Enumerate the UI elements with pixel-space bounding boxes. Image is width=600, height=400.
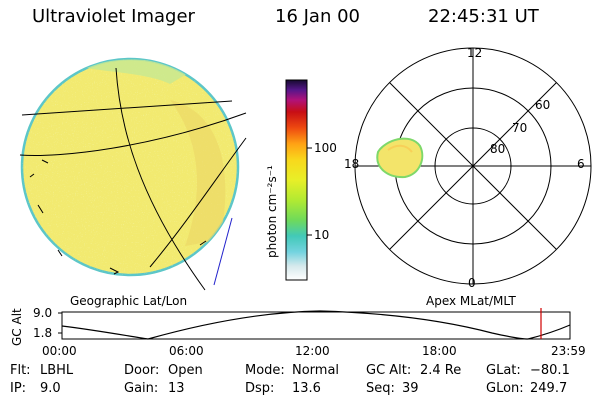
dsp-value: 13.6 — [292, 381, 321, 396]
alt-xtick-1200: 12:00 — [295, 344, 330, 358]
colorbar-unit-label: photon cm⁻²s⁻¹ — [265, 165, 279, 258]
dsp-label: Dsp: — [245, 381, 275, 396]
alt-ytick-1-8: 1.8 — [33, 326, 53, 340]
colorbar-tick-100: 100 — [314, 141, 337, 155]
alt-xtick-0000: 00:00 — [42, 344, 77, 358]
mode-label: Mode: — [245, 363, 285, 378]
polar-caption: Apex MLat/MLT — [426, 294, 516, 308]
image-time: 22:45:31 UT — [428, 6, 539, 27]
filter-value: LBHL — [40, 363, 74, 378]
glat-value: −80.1 — [530, 363, 570, 378]
image-date: 16 Jan 00 — [275, 6, 360, 27]
altitude-curve — [61, 310, 571, 340]
geographic-grid — [19, 67, 247, 291]
door-value: Open — [168, 363, 203, 378]
instrument-title: Ultraviolet Imager — [32, 6, 195, 27]
gc-alt-value: 2.4 Re — [420, 363, 462, 378]
mlat-label-60: 60 — [535, 98, 551, 112]
colorbar — [285, 79, 312, 281]
geographic-caption: Geographic Lat/Lon — [70, 294, 188, 308]
seq-label: Seq: — [366, 381, 395, 396]
door-label: Door: — [124, 363, 160, 378]
geographic-panel — [19, 57, 247, 291]
gain-label: Gain: — [124, 381, 159, 396]
alt-ytick-9: 9.0 — [33, 306, 53, 320]
ip-label: IP: — [10, 381, 27, 396]
auroral-oval — [376, 137, 424, 179]
meridian-line — [213, 217, 233, 286]
seq-value: 39 — [402, 381, 419, 396]
glon-label: GLon: — [486, 381, 524, 396]
ip-value: 9.0 — [40, 381, 61, 396]
mlt-label-0: 0 — [468, 276, 476, 290]
alt-xtick-1800: 18:00 — [422, 344, 457, 358]
polar-panel — [354, 47, 592, 285]
gc-alt-label: GC Alt: — [366, 363, 412, 378]
mode-value: Normal — [292, 363, 340, 378]
glon-value: 249.7 — [530, 381, 568, 396]
altitude-plot — [58, 308, 571, 340]
alt-xtick-0600: 06:00 — [169, 344, 204, 358]
gain-value: 13 — [168, 381, 185, 396]
mlat-label-80: 80 — [490, 142, 506, 156]
glat-label: GLat: — [486, 363, 521, 378]
colorbar-tick-10: 10 — [314, 228, 330, 242]
colorbar-scale — [285, 79, 308, 281]
alt-xtick-2359: 23:59 — [551, 344, 586, 358]
alt-ylabel: GC Alt — [10, 308, 24, 346]
mlat-label-70: 70 — [512, 121, 528, 135]
mlt-label-6: 6 — [577, 157, 585, 171]
mlt-label-18: 18 — [344, 157, 360, 171]
filter-label: Flt: — [10, 363, 31, 378]
mlt-label-12: 12 — [467, 46, 483, 60]
